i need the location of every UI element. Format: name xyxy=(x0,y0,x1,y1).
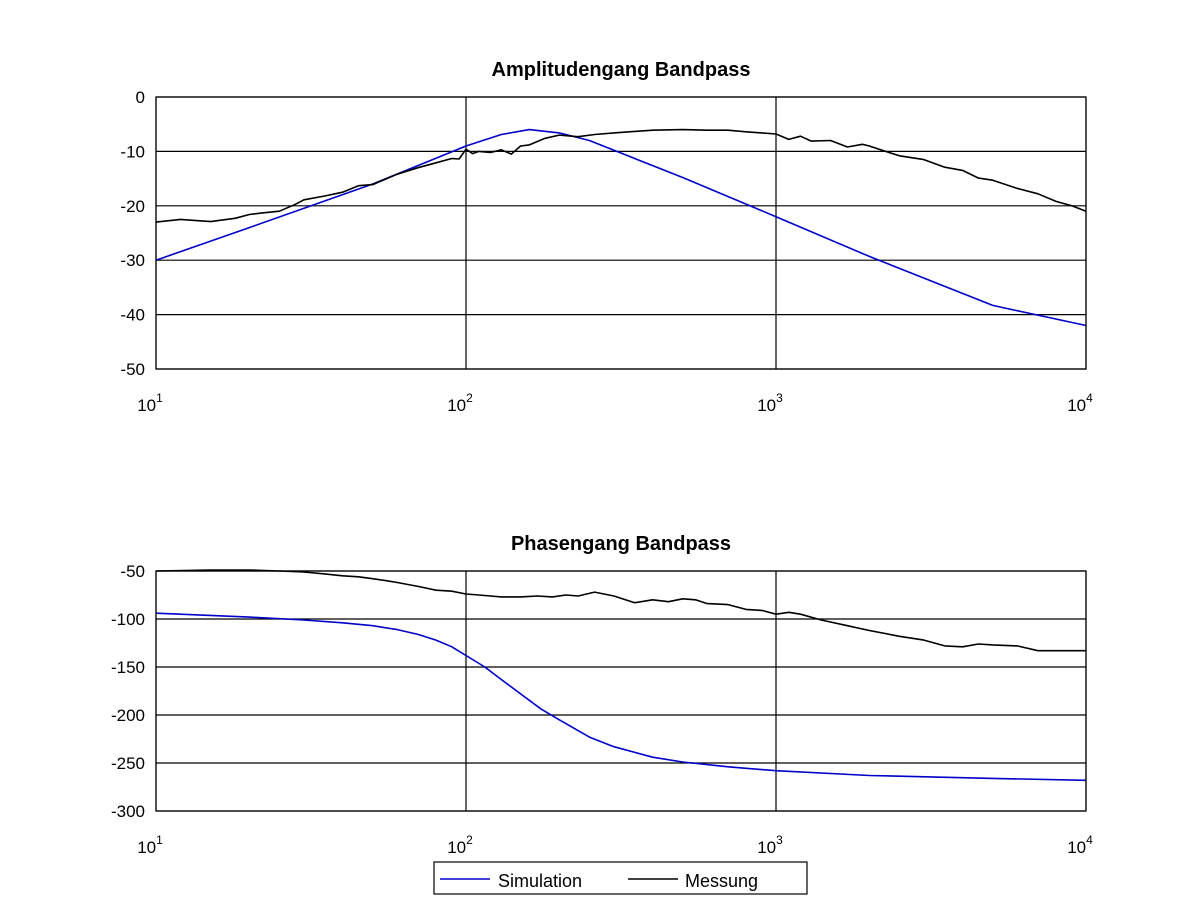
legend: Simulation Messung xyxy=(433,861,808,895)
phase-x-ticks: 101 102 103 104 xyxy=(137,833,1093,857)
phase-x-tick-label: 102 xyxy=(447,833,473,857)
phase-y-ticks: -50 -100 -150 -200 -250 -300 xyxy=(111,562,145,821)
phase-y-tick-label: -300 xyxy=(111,802,145,821)
amplitude-y-tick-label: -10 xyxy=(120,142,145,161)
legend-label-messung: Messung xyxy=(685,871,758,891)
amplitude-y-tick-label: 0 xyxy=(136,88,145,107)
phase-x-tick-label: 101 xyxy=(137,833,163,857)
amplitude-series-messung xyxy=(155,128,1087,223)
phase-series-simulation xyxy=(155,612,1087,782)
amplitude-y-ticks: 0 -10 -20 -30 -40 -50 xyxy=(120,88,145,379)
amplitude-chart: Amplitudengang Bandpass 101 102 103 104 0 -1… xyxy=(120,59,1093,415)
phase-y-tick-label: -250 xyxy=(111,754,145,773)
amplitude-x-tick-label: 104 xyxy=(1067,391,1093,415)
phase-chart: Phasengang Bandpass 101 102 103 104 -50 -100… xyxy=(111,533,1093,857)
amplitude-x-ticks: 101 102 103 104 xyxy=(137,391,1093,415)
phase-y-tick-label: -200 xyxy=(111,706,145,725)
amplitude-series xyxy=(155,128,1087,327)
amplitude-x-tick-label: 103 xyxy=(757,391,783,415)
amplitude-y-tick-label: -40 xyxy=(120,306,145,325)
amplitude-y-tick-label: -50 xyxy=(120,360,145,379)
amplitude-y-tick-label: -30 xyxy=(120,251,145,270)
phase-y-tick-label: -150 xyxy=(111,658,145,677)
phase-y-tick-label: -100 xyxy=(111,610,145,629)
phase-plot-frame xyxy=(155,570,1087,812)
legend-label-simulation: Simulation xyxy=(498,871,582,891)
phase-x-tick-label: 104 xyxy=(1067,833,1093,857)
amplitude-plot-frame xyxy=(155,96,1087,370)
amplitude-x-tick-label: 101 xyxy=(137,391,163,415)
amplitude-y-tick-label: -20 xyxy=(120,197,145,216)
phase-chart-title: Phasengang Bandpass xyxy=(511,533,731,555)
phase-y-tick-label: -50 xyxy=(120,562,145,581)
phase-x-tick-label: 103 xyxy=(757,833,783,857)
phase-series xyxy=(155,569,1087,782)
amplitude-chart-title: Amplitudengang Bandpass xyxy=(492,59,751,81)
legend-box xyxy=(433,861,808,895)
amplitude-x-tick-label: 102 xyxy=(447,391,473,415)
phase-series-messung xyxy=(155,569,1086,652)
